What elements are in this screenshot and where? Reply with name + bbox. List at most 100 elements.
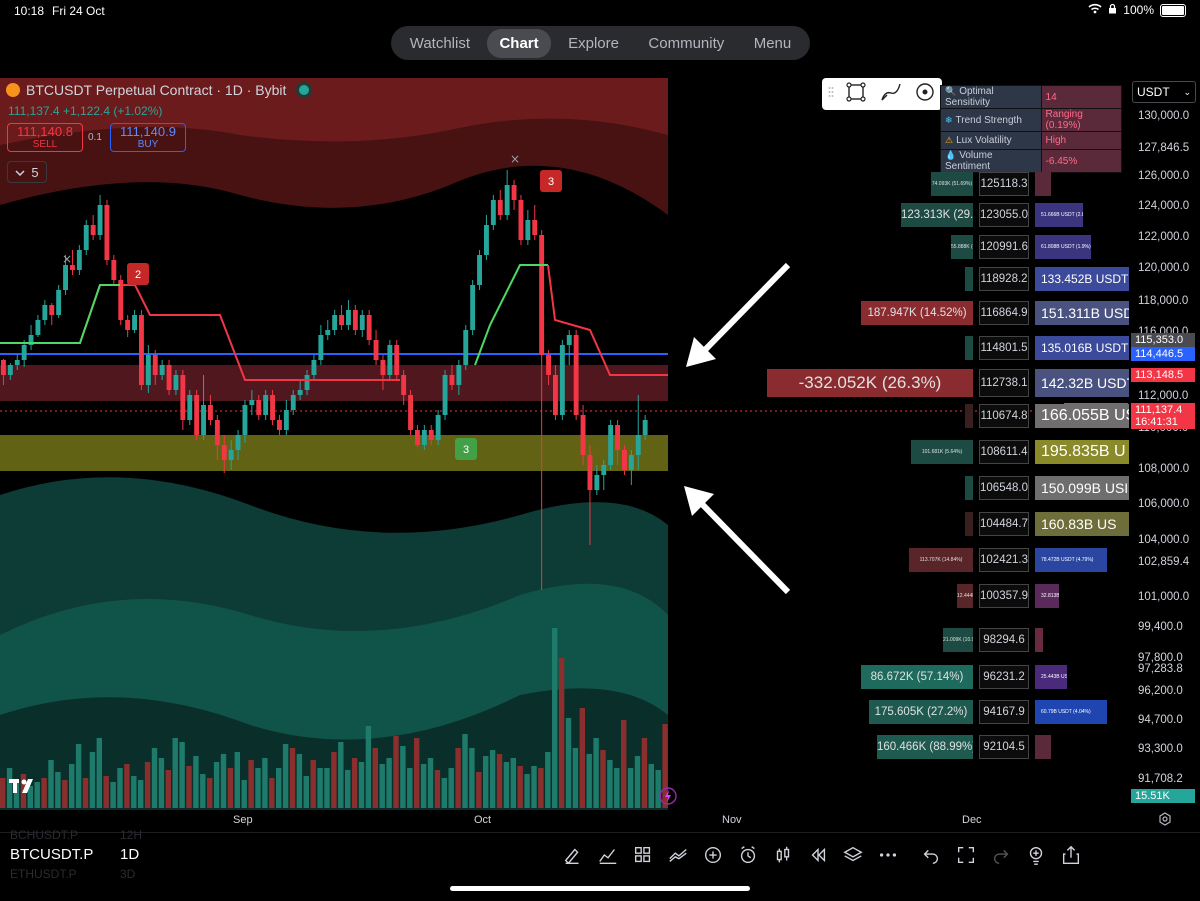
profile-left-bar: -332.052K (26.3%)	[767, 369, 973, 397]
status-time: 10:18	[14, 4, 45, 18]
dashboard-key-label: Volume Sentiment	[945, 150, 993, 172]
candle-body	[456, 365, 462, 385]
drawing-toolbar	[822, 78, 942, 110]
lightning-icon[interactable]	[659, 787, 677, 810]
volume-bar	[655, 770, 661, 808]
volume-bar	[186, 766, 192, 808]
sell-button[interactable]: 111,140.8 SELL	[7, 123, 83, 152]
volume-bar	[379, 764, 385, 808]
spread-value: 0.1	[88, 132, 102, 143]
volume-bar	[586, 754, 592, 808]
ghost-symbol-1: BCHUSDT.P	[10, 828, 79, 842]
target-tool-icon[interactable]	[914, 81, 936, 108]
signal-label-bg	[540, 170, 562, 192]
layers-icon[interactable]	[835, 840, 870, 870]
dashboard-row: ⚠ Lux Volatility High	[940, 131, 1123, 150]
dashboard-value: High	[1040, 131, 1123, 150]
x-marker: ×	[62, 252, 72, 266]
volume-bar	[6, 768, 13, 808]
dashboard-value: Ranging (0.19%)	[1040, 108, 1123, 132]
profile-level: 114801.5	[979, 336, 1029, 360]
candle-body	[63, 265, 68, 290]
resistance-zone	[0, 365, 668, 401]
templates-icon[interactable]	[625, 840, 660, 870]
compare-icon[interactable]	[660, 840, 695, 870]
home-indicator[interactable]	[450, 886, 750, 891]
rectangle-tool-icon[interactable]	[845, 81, 867, 108]
candle-body	[608, 425, 614, 465]
drag-handle-icon[interactable]	[828, 85, 834, 103]
dashboard-key: 💧 Volume Sentiment	[940, 149, 1042, 173]
volume-bar	[138, 780, 144, 808]
redo-icon[interactable]	[983, 840, 1018, 870]
candle-type-icon[interactable]	[765, 840, 800, 870]
candle-body	[559, 345, 565, 415]
price-scale[interactable]: 130,000.0 127,846.5 126,000.0 124,000.0 122,…	[1134, 100, 1200, 810]
price-tick: 93,300.0	[1138, 743, 1183, 755]
settings-icon[interactable]	[1158, 812, 1172, 831]
profile-right-bar: 142.32B USDT	[1035, 369, 1129, 397]
candle-body	[277, 420, 282, 430]
price-chart[interactable]: 2 3 3 × ×	[0, 75, 1130, 810]
trailing-stop-green-2	[474, 264, 548, 366]
candle-body	[159, 365, 165, 375]
replay-icon[interactable]	[800, 840, 835, 870]
tab-watchlist[interactable]: Watchlist	[409, 34, 471, 52]
chevron-down-icon: ⌄	[1183, 86, 1191, 97]
bottom-tools	[555, 840, 1195, 870]
candle-body	[339, 315, 344, 325]
volume-bar	[165, 770, 171, 808]
price-tick: 122,000.0	[1138, 231, 1190, 243]
candle-body	[283, 410, 289, 430]
candle-body	[566, 335, 572, 345]
tab-chart[interactable]: Chart	[487, 28, 551, 58]
share-icon[interactable]	[1053, 840, 1088, 870]
symbol-header[interactable]: BTCUSDT Perpetual Contract · 1D · Bybit	[6, 82, 313, 98]
volume-bar	[593, 738, 599, 808]
indicators-toggle[interactable]: 5	[7, 161, 47, 183]
candle-body	[97, 205, 103, 235]
bottom-interval[interactable]: 1D	[120, 846, 140, 863]
tab-menu[interactable]: Menu	[753, 34, 792, 52]
tab-community[interactable]: Community	[648, 34, 725, 52]
wifi-icon	[1088, 3, 1102, 17]
volume-bar	[600, 750, 606, 808]
add-icon[interactable]	[695, 840, 730, 870]
indicators-icon[interactable]	[590, 840, 625, 870]
volume-bar	[276, 768, 282, 808]
bottom-symbol[interactable]: BTCUSDT.P	[10, 846, 94, 863]
buy-button[interactable]: 111,140.9 BUY	[110, 123, 186, 152]
candle-body	[490, 200, 496, 225]
volume-bar	[103, 776, 109, 808]
profile-level: 110674.8	[979, 404, 1029, 428]
currency-select[interactable]: USDT ⌄	[1132, 81, 1196, 103]
buy-price: 111,140.9	[120, 124, 176, 139]
candle-body	[256, 400, 262, 415]
battery-icon	[1160, 3, 1186, 17]
battery-percent: 100%	[1123, 3, 1154, 17]
brush-tool-icon[interactable]	[879, 81, 903, 108]
volume-bar	[579, 708, 585, 808]
candle-body	[601, 465, 607, 475]
volume-bar	[241, 780, 247, 808]
draw-icon[interactable]	[555, 840, 590, 870]
undo-icon[interactable]	[913, 840, 948, 870]
ideas-icon[interactable]	[1018, 840, 1053, 870]
fullscreen-icon[interactable]	[948, 840, 983, 870]
alert-icon[interactable]	[730, 840, 765, 870]
price-tick: 126,000.0	[1138, 170, 1190, 182]
candle-body	[497, 200, 503, 215]
price-tick: 91,708.2	[1138, 773, 1183, 785]
volume-bar	[469, 748, 475, 808]
tab-explore[interactable]: Explore	[568, 34, 619, 52]
price-tick: 106,000.0	[1138, 498, 1190, 510]
volume-bar	[662, 724, 668, 808]
volume-bar	[69, 764, 75, 808]
volume-bar	[434, 770, 441, 808]
candle-body	[359, 315, 365, 330]
time-axis[interactable]: Sep Oct Nov Dec	[0, 812, 1130, 830]
more-icon[interactable]	[870, 840, 905, 870]
profile-level: 123055.0	[979, 203, 1029, 227]
signal-label-text: 3	[548, 176, 554, 188]
profile-right-bar: 133.452B USDT (7	[1035, 267, 1129, 291]
